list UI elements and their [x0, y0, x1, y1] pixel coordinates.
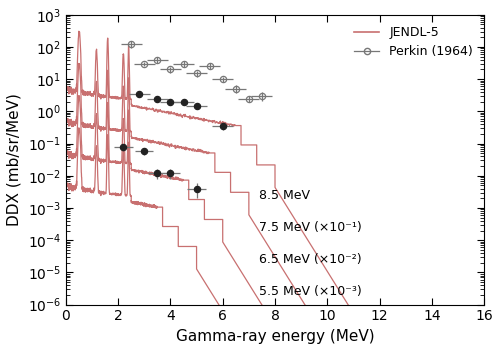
- X-axis label: Gamma-ray energy (MeV): Gamma-ray energy (MeV): [176, 329, 374, 344]
- Text: 6.5 MeV (×10⁻²): 6.5 MeV (×10⁻²): [260, 253, 362, 266]
- Legend: JENDL-5, Perkin (1964): JENDL-5, Perkin (1964): [349, 21, 478, 63]
- Text: 8.5 MeV: 8.5 MeV: [260, 189, 310, 202]
- Text: 5.5 MeV (×10⁻³): 5.5 MeV (×10⁻³): [260, 285, 362, 298]
- Y-axis label: DDX (mb/sr/MeV): DDX (mb/sr/MeV): [7, 93, 22, 226]
- Text: 7.5 MeV (×10⁻¹): 7.5 MeV (×10⁻¹): [260, 221, 362, 234]
